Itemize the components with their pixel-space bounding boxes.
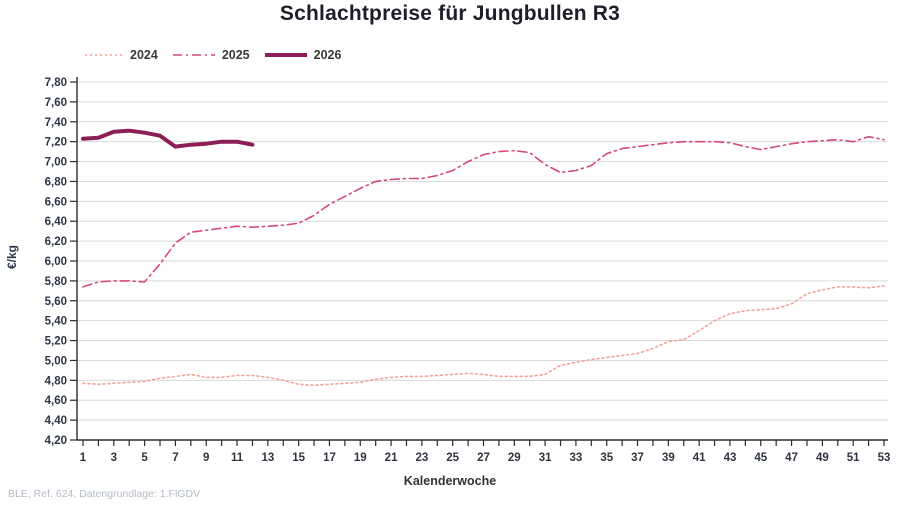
x-tick-label: 41 [693,452,706,464]
x-tick-label: 3 [111,452,117,464]
y-tick-label: 5,60 [45,296,67,308]
y-tick-label: 6,00 [45,256,67,268]
x-tick-label: 13 [261,452,274,464]
y-tick-label: 7,20 [45,137,67,149]
x-tick-label: 19 [354,452,367,464]
x-tick-label: 15 [292,452,305,464]
x-tick-label: 25 [446,452,459,464]
series-line-2025 [82,135,885,288]
y-tick-label: 5,00 [45,355,67,367]
legend-swatch-2025-icon [172,54,215,56]
legend-item-2025: 2025 [172,48,250,62]
x-tick-label: 33 [570,452,583,464]
y-tick-label: 4,60 [45,395,67,407]
y-tick-label: 4,80 [45,375,67,387]
y-tick-label: 7,80 [45,77,67,89]
y-tick-label: 5,80 [45,276,67,288]
y-tick-label: 7,00 [45,157,67,169]
legend-label-2025: 2025 [221,48,250,62]
y-tick-label: 4,40 [45,415,67,427]
x-tick-label: 7 [172,452,178,464]
legend: 2024 2025 2026 [84,48,341,62]
x-tick-label: 27 [477,452,490,464]
x-tick-label: 51 [847,452,860,464]
x-tick-label: 5 [141,452,148,464]
y-tick-label: 7,60 [45,97,67,109]
x-tick-label: 23 [415,452,428,464]
x-tick-label: 43 [724,452,737,464]
series-line-2024 [82,285,885,387]
x-tick-label: 31 [539,452,552,464]
source-note: BLE, Ref. 624, Datengrundlage: 1.FlGDV [8,488,201,500]
legend-label-2024: 2024 [130,48,158,62]
legend-label-2026: 2026 [313,48,342,62]
y-tick-label: 6,40 [45,216,67,228]
x-tick-label: 29 [508,452,521,464]
x-tick-label: 9 [203,452,209,464]
y-tick-label: 6,80 [45,176,67,188]
y-tick-label: 5,20 [45,336,67,348]
y-tick-label: 7,40 [45,117,67,129]
legend-swatch-2024-icon [85,54,123,56]
x-tick-label: 49 [816,452,829,464]
x-tick-label: 17 [323,452,336,464]
x-tick-label: 37 [631,452,644,464]
x-tick-label: 35 [600,452,613,464]
x-tick-label: 1 [80,452,87,464]
y-tick-label: 4,20 [45,435,67,447]
series-line-2026 [81,128,255,149]
x-tick-label: 39 [662,452,675,464]
page-title: Schlachtpreise für Jungbullen R3 [279,2,621,25]
y-tick-label: 6,20 [45,236,67,248]
legend-item-2024: 2024 [84,48,158,62]
x-axis-label: Kalenderwoche [403,474,497,488]
x-tick-label: 47 [785,452,798,464]
x-tick-label: 11 [231,452,244,464]
y-tick-label: 6,60 [45,196,67,208]
x-tick-label: 45 [754,452,767,464]
x-tick-label: 21 [385,452,398,464]
legend-item-2026: 2026 [264,48,342,62]
x-tick-label: 53 [878,452,891,464]
y-tick-label: 5,40 [45,316,67,328]
legend-swatch-2026-icon [264,53,307,57]
